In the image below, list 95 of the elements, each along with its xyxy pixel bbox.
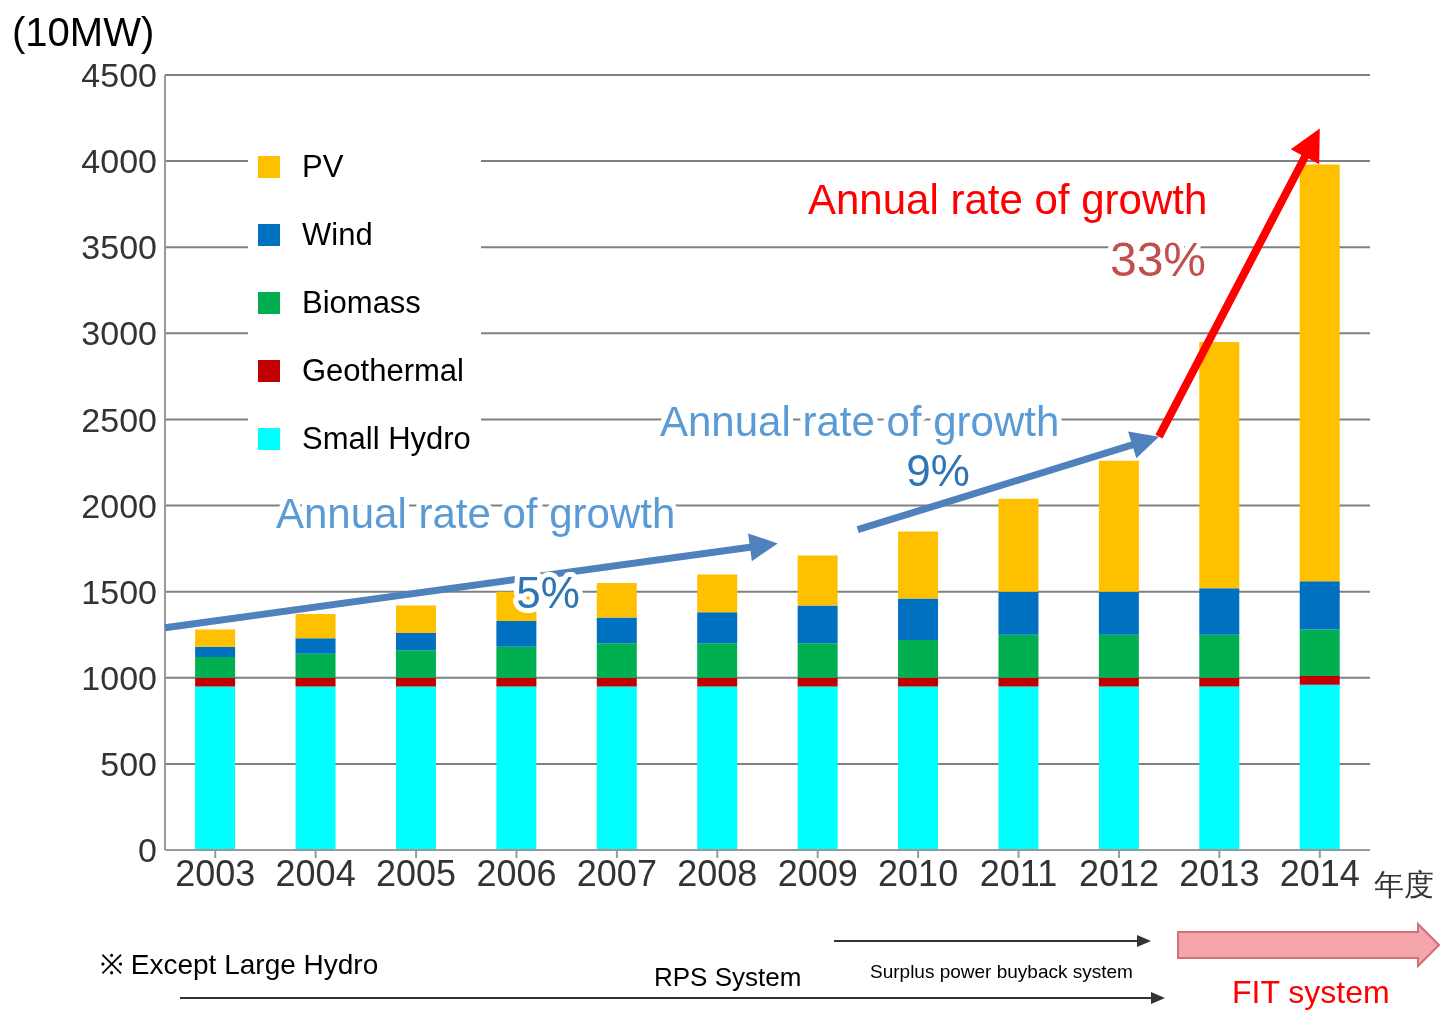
bar bbox=[295, 653, 336, 678]
legend-label: Biomass bbox=[302, 285, 421, 321]
bar bbox=[596, 643, 637, 678]
bar bbox=[1098, 460, 1139, 592]
bar bbox=[797, 643, 838, 678]
x-tick-label: 2012 bbox=[1078, 852, 1160, 894]
legend-label: PV bbox=[302, 149, 344, 185]
y-tick-label: 2000 bbox=[81, 486, 157, 525]
bar bbox=[1199, 677, 1240, 687]
bar bbox=[596, 583, 637, 618]
bar bbox=[797, 677, 838, 687]
text: ※ Except Large Hydro bbox=[100, 949, 379, 980]
y-tick-label: 3000 bbox=[81, 314, 157, 353]
x-tick-label: 2011 bbox=[979, 852, 1058, 894]
bar bbox=[195, 686, 236, 850]
bar bbox=[898, 598, 939, 640]
bar bbox=[195, 646, 236, 658]
annotation: 33% bbox=[1109, 233, 1207, 286]
bar bbox=[195, 677, 236, 687]
text: Surplus power buyback system bbox=[870, 961, 1133, 982]
y-tick-label: 4000 bbox=[81, 142, 157, 181]
bar bbox=[1098, 686, 1139, 850]
x-axis-title: 年度 bbox=[1374, 868, 1434, 901]
y-tick-label: 4500 bbox=[81, 56, 157, 95]
y-tick-label: 1500 bbox=[81, 572, 157, 611]
bar bbox=[395, 633, 436, 651]
y-tick-label: 0 bbox=[138, 831, 157, 870]
bar bbox=[596, 617, 637, 644]
bar bbox=[797, 605, 838, 644]
x-tick-label: 2008 bbox=[677, 852, 758, 894]
x-tick-label: 2006 bbox=[476, 852, 557, 894]
bar bbox=[295, 686, 336, 850]
x-tick-label: 2009 bbox=[777, 852, 858, 894]
bar bbox=[596, 686, 637, 850]
bar bbox=[295, 677, 336, 687]
y-tick-label: 1000 bbox=[81, 658, 157, 697]
bar bbox=[697, 677, 738, 687]
text: RPS System bbox=[654, 962, 802, 992]
bar bbox=[697, 686, 738, 850]
bar bbox=[898, 639, 939, 678]
x-tick-label: 2010 bbox=[878, 852, 959, 894]
x-tick-label: 2014 bbox=[1279, 852, 1360, 894]
x-tick-label: 2004 bbox=[275, 852, 356, 894]
bar bbox=[1299, 684, 1340, 850]
bar bbox=[697, 612, 738, 644]
bar bbox=[295, 638, 336, 654]
legend-label: Small Hydro bbox=[302, 421, 471, 457]
bar bbox=[998, 686, 1039, 850]
legend-label: Geothermal bbox=[302, 353, 464, 389]
y-tick-label: 2500 bbox=[81, 400, 157, 439]
bar bbox=[1199, 588, 1240, 635]
legend-label: Wind bbox=[302, 217, 373, 253]
bar bbox=[496, 646, 537, 678]
x-tick-label: 2005 bbox=[375, 852, 457, 894]
bar bbox=[1299, 581, 1340, 630]
bar bbox=[1299, 676, 1340, 685]
bar bbox=[797, 555, 838, 606]
bar bbox=[1199, 686, 1240, 850]
bar bbox=[596, 677, 637, 687]
bar bbox=[797, 686, 838, 850]
bar bbox=[1098, 591, 1139, 635]
x-tick-label: 2007 bbox=[576, 852, 657, 894]
bar bbox=[898, 686, 939, 850]
annotation: Annual rate of growth bbox=[808, 176, 1208, 223]
bar bbox=[898, 677, 939, 687]
x-tick-label: 2003 bbox=[175, 852, 256, 894]
bar bbox=[295, 614, 336, 639]
bar bbox=[496, 677, 537, 687]
bar bbox=[496, 686, 537, 850]
bar bbox=[998, 591, 1039, 635]
bar bbox=[395, 677, 436, 687]
y-tick-label: 3500 bbox=[81, 228, 157, 267]
bar bbox=[395, 686, 436, 850]
bar bbox=[1098, 634, 1139, 678]
bar bbox=[697, 643, 738, 678]
bar bbox=[998, 498, 1039, 592]
bar bbox=[998, 677, 1039, 687]
bar bbox=[697, 574, 738, 613]
text: FIT system bbox=[1232, 974, 1390, 1010]
bar bbox=[1299, 629, 1340, 677]
bar bbox=[395, 650, 436, 678]
bar bbox=[496, 620, 537, 647]
bar bbox=[1299, 164, 1340, 582]
bar bbox=[195, 657, 236, 678]
bar bbox=[1199, 341, 1240, 589]
y-axis-title: (10MW) bbox=[12, 10, 155, 54]
bar bbox=[998, 634, 1039, 678]
bar bbox=[195, 629, 236, 647]
bar bbox=[898, 531, 939, 599]
annotation: 9% bbox=[906, 446, 970, 495]
bar bbox=[1199, 634, 1240, 678]
y-tick-label: 500 bbox=[100, 744, 157, 783]
bar bbox=[1098, 677, 1139, 687]
bar bbox=[395, 605, 436, 633]
x-tick-label: 2013 bbox=[1179, 852, 1260, 894]
